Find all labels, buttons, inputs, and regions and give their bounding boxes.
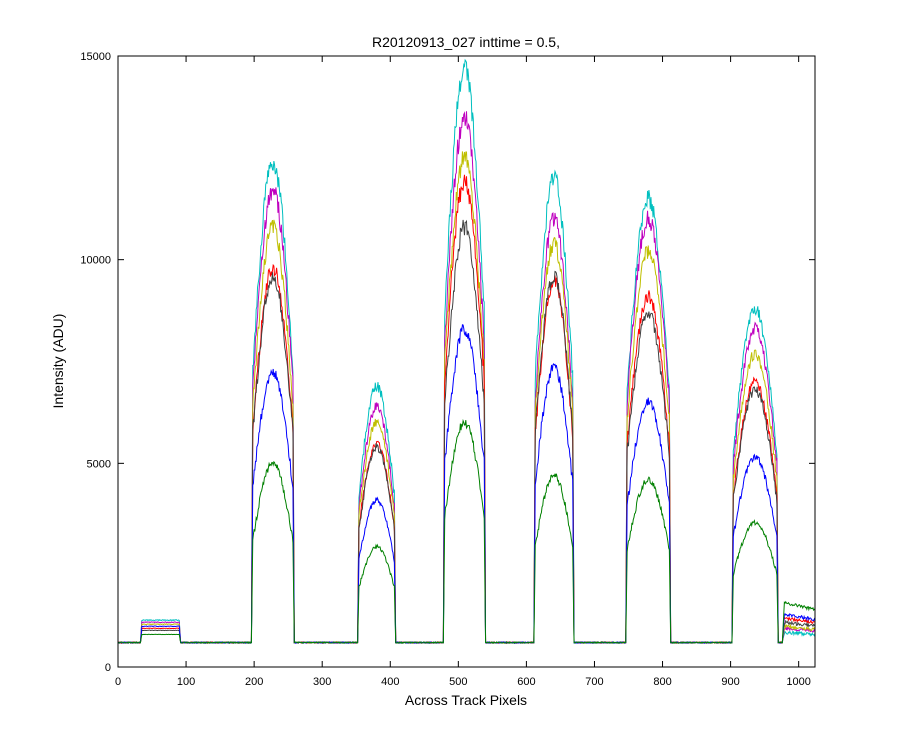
x-axis-label: Across Track Pixels — [405, 692, 527, 708]
y-tick-label: 15000 — [80, 51, 111, 63]
x-tick-label: 900 — [721, 676, 739, 688]
x-tick-label: 700 — [585, 676, 603, 688]
x-tick-label: 1000 — [786, 676, 810, 688]
plot-area — [118, 56, 815, 667]
y-tick-label: 10000 — [80, 255, 111, 267]
x-axis: 0 100 200 300 400 500 600 700 800 900 1000 — [115, 56, 811, 688]
y-axis-label: Intensity (ADU) — [50, 314, 66, 409]
x-tick-label: 600 — [517, 676, 535, 688]
x-tick-label: 500 — [449, 676, 467, 688]
x-tick-label: 300 — [313, 676, 331, 688]
x-tick-label: 100 — [177, 676, 195, 688]
y-axis: 0 5000 10000 15000 — [80, 51, 815, 674]
series-layer — [117, 58, 816, 645]
y-tick-label: 0 — [105, 662, 111, 674]
chart-title: R20120913_027 inttime = 0.5, — [372, 34, 560, 50]
x-tick-label: 0 — [115, 676, 121, 688]
series-line-7 — [117, 418, 816, 644]
x-tick-label: 800 — [653, 676, 671, 688]
x-tick-label: 400 — [381, 676, 399, 688]
y-tick-label: 5000 — [87, 458, 111, 470]
x-tick-label: 200 — [245, 676, 263, 688]
plot-frame — [117, 55, 816, 668]
